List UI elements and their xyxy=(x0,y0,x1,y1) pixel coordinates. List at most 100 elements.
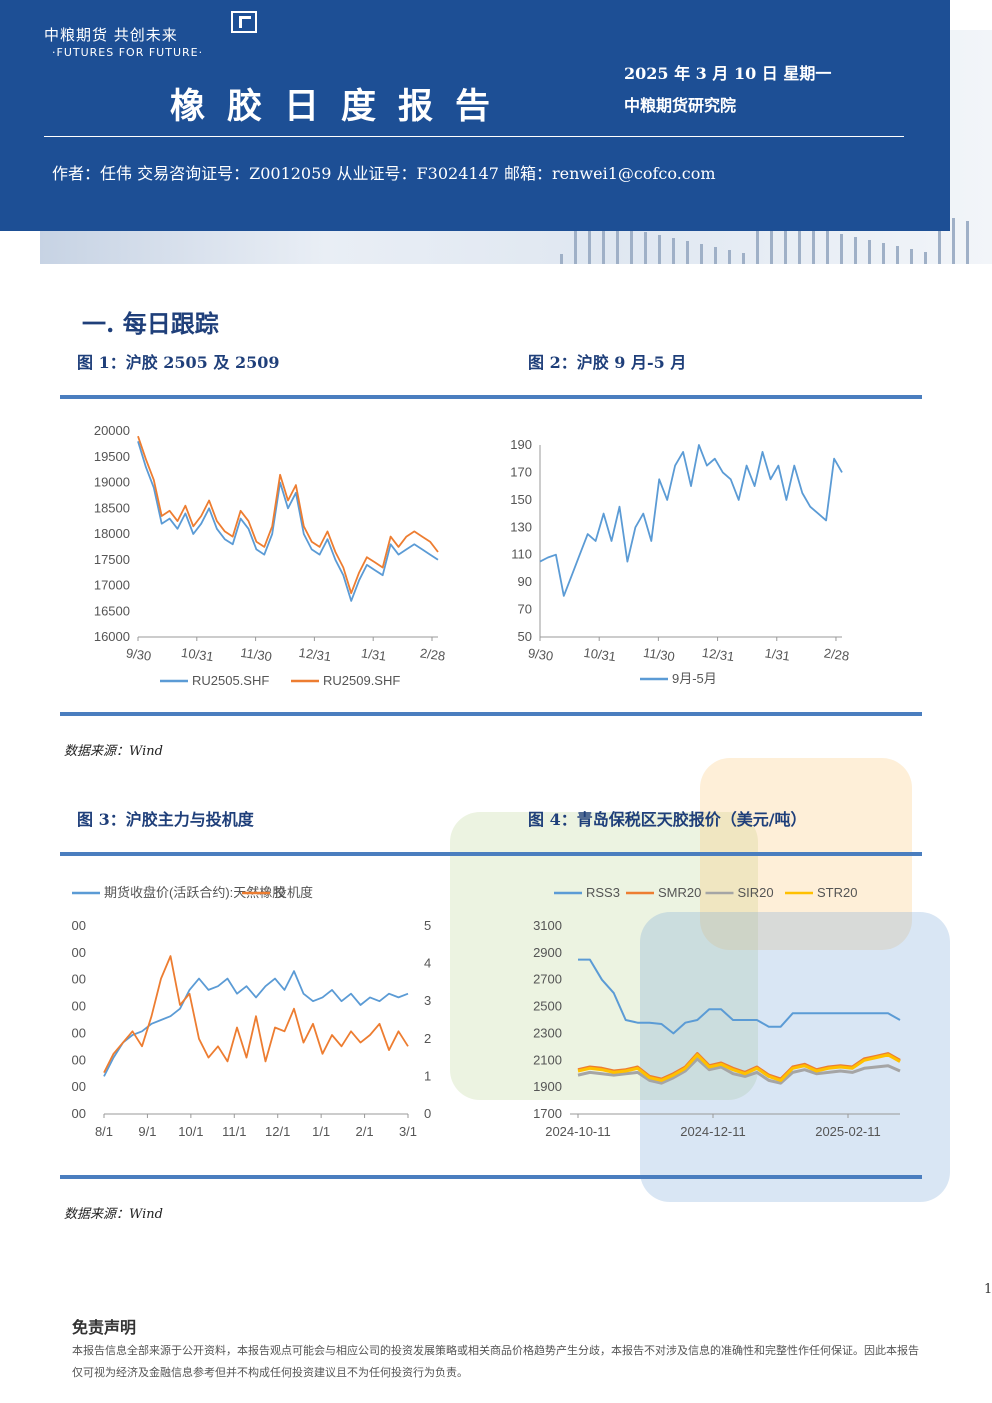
chart-4-qingdao-rubber-quotes: 1700 1900 2100 2300 2500 2700 2900 3100 2024-10-… xyxy=(533,885,901,1139)
x-tick-label: 11/30 xyxy=(240,645,273,664)
y-left-tick-label: 00 xyxy=(72,972,86,987)
figure-3-title: 图 3：沪胶主力与投机度 xyxy=(77,810,254,829)
author-info: 作者：任伟 交易咨询证号：Z0012059 从业证号：F3024147 邮箱：r… xyxy=(52,164,716,183)
y-tick-label: 19000 xyxy=(94,475,130,490)
series-line xyxy=(103,955,409,1074)
banner-art-bar xyxy=(882,243,885,264)
banner-art-bar xyxy=(952,218,955,264)
x-tick-label: 2/28 xyxy=(419,645,446,663)
y-tick-label: 17500 xyxy=(94,552,130,567)
legend-label: 9月-5月 xyxy=(672,671,717,686)
decorative-panel-blue xyxy=(640,912,950,1202)
banner-art-bar xyxy=(714,247,717,264)
figure-row-2-bottom-rule xyxy=(60,1175,922,1179)
y-tick-label: 18500 xyxy=(94,500,130,515)
series-line xyxy=(103,970,409,1077)
y-tick-label: 20000 xyxy=(94,423,130,438)
series-line xyxy=(578,958,901,1035)
x-tick-label: 2/28 xyxy=(823,645,850,663)
x-tick-label: 9/30 xyxy=(125,645,152,663)
legend-label: 期货收盘价(活跃合约):天然橡胶 xyxy=(104,885,285,900)
banner-art-bar xyxy=(812,228,815,264)
chart-2-spread-sep-may: 50 70 90 110 130 150 170 190 9/30 10/31 11/30 12/31… xyxy=(510,437,850,686)
y-tick-label: 3100 xyxy=(533,918,562,933)
x-tick-label: 12/31 xyxy=(298,645,332,664)
y-right-tick-label: 4 xyxy=(424,956,431,971)
y-left-tick-label: 00 xyxy=(72,945,86,960)
header-divider xyxy=(44,136,904,137)
legend-label: RU2505.SHF xyxy=(192,673,269,688)
banner-art-bar xyxy=(672,238,675,264)
y-tick-label: 2500 xyxy=(533,999,562,1014)
y-tick-label: 16000 xyxy=(94,629,130,644)
banner-art-bar xyxy=(798,225,801,264)
y-left-tick-label: 00 xyxy=(72,1079,86,1094)
y-tick-label: 16500 xyxy=(94,603,130,618)
x-tick-label: 2024-12-11 xyxy=(680,1124,746,1139)
banner-art-bar xyxy=(826,231,829,264)
legend-label: 投机度 xyxy=(274,885,313,900)
y-tick-label: 130 xyxy=(510,519,532,534)
banner-art-bar xyxy=(602,223,605,264)
figure-4-title: 图 4：青岛保税区天胶报价（美元/吨） xyxy=(528,810,807,829)
banner-art-bar xyxy=(938,215,941,264)
y-tick-label: 17000 xyxy=(94,578,130,593)
banner-art-bar xyxy=(966,221,969,264)
logo-icon xyxy=(231,11,257,33)
x-tick-label: 11/30 xyxy=(642,645,675,664)
legend-label: RSS3 xyxy=(586,885,620,900)
banner-art-bar xyxy=(896,246,899,264)
y-right-tick-label: 2 xyxy=(424,1031,431,1046)
banner-art-bar xyxy=(756,216,759,264)
banner-art-bar xyxy=(616,226,619,264)
y-tick-label: 19500 xyxy=(94,449,130,464)
report-date: 2025 年 3 月 10 日 星期一 xyxy=(624,64,832,83)
banner-art-bar xyxy=(728,250,731,264)
figure-1-title: 图 1：沪胶 2505 及 2509 xyxy=(77,353,280,372)
disclaimer-text: 本报告信息全部来源于公开资料，本报告观点可能会与相应公司的投资发展策略或相关商品… xyxy=(72,1344,919,1379)
x-tick-label: 9/1 xyxy=(138,1124,156,1139)
x-tick-label: 1/31 xyxy=(360,645,387,663)
x-tick-label: 1/1 xyxy=(312,1124,330,1139)
y-left-tick-label: 00 xyxy=(72,1025,86,1040)
y-tick-label: 170 xyxy=(510,464,532,479)
report-title: 橡胶日度报告 xyxy=(170,86,513,127)
series-line xyxy=(137,441,439,602)
y-tick-label: 2300 xyxy=(533,1025,562,1040)
header-banner xyxy=(0,0,950,231)
banner-art-bar xyxy=(784,222,787,264)
y-tick-label: 110 xyxy=(511,547,532,562)
y-tick-label: 90 xyxy=(518,574,532,589)
company-logo-text: 中粮期货 共创未来 xyxy=(44,26,178,44)
banner-art-bar xyxy=(630,229,633,264)
section-title: 一. 每日跟踪 xyxy=(82,309,219,338)
y-tick-label: 1900 xyxy=(533,1079,562,1094)
x-tick-label: 8/1 xyxy=(95,1124,113,1139)
y-right-tick-label: 3 xyxy=(424,993,431,1008)
y-left-tick-label: 00 xyxy=(72,1106,86,1121)
legend-label: STR20 xyxy=(817,885,857,900)
legend-label: SIR20 xyxy=(738,885,774,900)
x-tick-label: 3/1 xyxy=(399,1124,417,1139)
y-tick-label: 150 xyxy=(510,492,532,507)
institute-name: 中粮期货研究院 xyxy=(624,96,737,115)
banner-art-bar xyxy=(686,241,689,264)
page-number: 1 xyxy=(984,1282,992,1297)
y-tick-label: 2900 xyxy=(533,945,562,960)
x-tick-label: 1/31 xyxy=(764,645,791,663)
banner-art-bar xyxy=(700,244,703,264)
y-right-tick-label: 1 xyxy=(424,1068,431,1083)
data-source-2: 数据来源：Wind xyxy=(64,1207,163,1222)
x-tick-label: 12/1 xyxy=(265,1124,290,1139)
banner-art-bar xyxy=(924,252,927,264)
banner-art-bar xyxy=(742,253,745,264)
x-tick-label: 12/31 xyxy=(701,645,735,664)
y-left-tick-label: 00 xyxy=(72,999,86,1014)
company-logo-subtitle: ·FUTURES FOR FUTURE· xyxy=(52,46,204,59)
x-tick-label: 2/1 xyxy=(356,1124,374,1139)
chart-1-rubber-2505-2509: 16000 16500 17000 17500 18000 18500 19000 19500… xyxy=(94,423,446,688)
y-left-tick-label: 00 xyxy=(72,918,86,933)
x-tick-label: 2025-02-11 xyxy=(815,1124,881,1139)
y-tick-label: 70 xyxy=(518,602,532,617)
